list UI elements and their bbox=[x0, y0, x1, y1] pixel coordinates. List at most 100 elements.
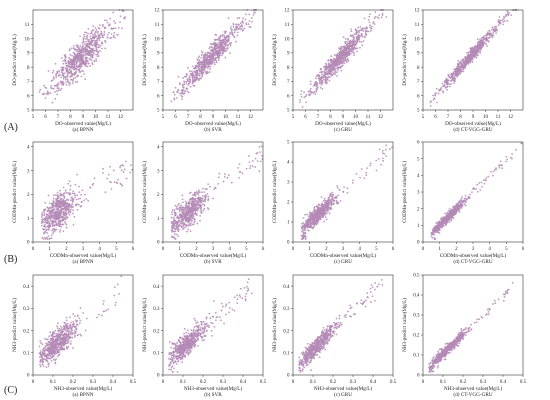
scatter-point bbox=[501, 19, 503, 22]
scatter-point bbox=[49, 207, 51, 209]
scatter-point bbox=[369, 13, 371, 15]
y-tick-label: 2 bbox=[287, 201, 290, 206]
scatter-point bbox=[198, 201, 201, 204]
scatter-point bbox=[492, 34, 495, 37]
scatter-point bbox=[217, 39, 220, 41]
scatter-point bbox=[113, 181, 116, 183]
scatter-point bbox=[315, 75, 318, 77]
scatter-point bbox=[315, 90, 318, 93]
scatter-point bbox=[309, 83, 312, 86]
scatter-point bbox=[197, 189, 200, 192]
scatter-point bbox=[207, 65, 210, 68]
y-axis-label: DO-predict value(Mg/L) bbox=[141, 34, 148, 86]
scatter-point bbox=[195, 190, 198, 193]
scatter-point bbox=[188, 201, 191, 204]
scatter-point bbox=[235, 25, 237, 28]
y-tick-label: 5 bbox=[157, 109, 160, 114]
scatter-point bbox=[79, 55, 82, 58]
scatter-point bbox=[108, 24, 111, 27]
scatter-point bbox=[333, 69, 336, 72]
scatter-point bbox=[182, 77, 185, 79]
scatter-point bbox=[74, 196, 76, 199]
scatter-point bbox=[201, 75, 204, 78]
scatter-point bbox=[211, 46, 214, 49]
scatter-point bbox=[44, 238, 47, 240]
scatter-point bbox=[210, 55, 213, 58]
scatter-point bbox=[66, 73, 69, 75]
scatter-point bbox=[56, 203, 59, 206]
scatter-point bbox=[223, 49, 226, 52]
scatter-point bbox=[450, 80, 452, 82]
y-tick-label: 0 bbox=[287, 241, 290, 246]
scatter-point bbox=[97, 51, 100, 54]
scatter-point bbox=[318, 81, 321, 83]
scatter-point bbox=[91, 63, 94, 66]
scatter-point bbox=[51, 101, 54, 104]
scatter-point bbox=[216, 46, 219, 49]
scatter-point bbox=[43, 221, 46, 224]
scatter-point bbox=[318, 211, 320, 214]
scatter-point bbox=[322, 66, 325, 69]
scatter-point bbox=[97, 34, 100, 37]
scatter-point bbox=[85, 37, 87, 40]
scatter-point bbox=[193, 221, 196, 224]
scatter-point bbox=[191, 76, 194, 79]
scatter-point bbox=[306, 220, 309, 223]
scatter-point bbox=[491, 26, 494, 29]
scatter-point bbox=[333, 65, 336, 68]
scatter-point bbox=[55, 201, 58, 204]
scatter-point bbox=[84, 53, 87, 56]
scatter-point bbox=[450, 73, 452, 76]
scatter-point bbox=[51, 202, 54, 205]
scatter-point bbox=[181, 225, 184, 228]
scatter-point bbox=[230, 41, 233, 44]
scatter-point bbox=[193, 84, 196, 87]
scatter-point bbox=[76, 66, 79, 69]
scatter-point bbox=[62, 74, 65, 77]
y-tick-label: 3 bbox=[287, 181, 290, 186]
x-tick-label: 6 bbox=[262, 247, 265, 252]
scatter-point bbox=[311, 212, 314, 215]
scatter-point bbox=[334, 63, 336, 66]
scatter-point bbox=[473, 56, 476, 58]
scatter-point bbox=[67, 59, 70, 62]
scatter-point bbox=[51, 206, 54, 209]
scatter-point bbox=[76, 209, 79, 211]
scatter-point bbox=[238, 163, 241, 166]
scatter-point bbox=[248, 13, 251, 16]
scatter-point bbox=[84, 50, 87, 53]
scatter-point bbox=[200, 212, 203, 214]
x-axis-label: DO-observed value(Mg/L) bbox=[55, 120, 111, 127]
scatter-point bbox=[334, 61, 336, 64]
x-tick-label: 2 bbox=[65, 247, 68, 252]
scatter-point bbox=[69, 82, 72, 85]
scatter-point bbox=[345, 59, 348, 62]
scatter-point bbox=[48, 223, 51, 226]
scatter-point bbox=[56, 195, 59, 198]
x-tick-label: 12 bbox=[118, 115, 124, 120]
scatter-point bbox=[57, 89, 60, 92]
scatter-point bbox=[235, 27, 238, 30]
scatter-point bbox=[72, 62, 75, 65]
scatter-point bbox=[184, 219, 187, 222]
scatter-point bbox=[462, 70, 465, 73]
scatter-point bbox=[84, 54, 87, 57]
scatter-point bbox=[59, 80, 62, 83]
scatter-point bbox=[79, 35, 81, 38]
y-tick-label: 11 bbox=[25, 23, 30, 28]
scatter-point bbox=[84, 45, 87, 47]
scatter-point bbox=[55, 72, 58, 75]
scatter-point bbox=[123, 168, 126, 171]
scatter-point bbox=[67, 212, 69, 215]
x-tick-label: 0 bbox=[32, 247, 35, 252]
x-tick-label: 12 bbox=[248, 115, 254, 120]
scatter-point bbox=[242, 21, 245, 24]
scatter-point bbox=[480, 47, 483, 50]
scatter-point bbox=[124, 16, 127, 18]
scatter-point bbox=[201, 63, 204, 66]
y-tick-label: 11 bbox=[285, 23, 290, 28]
scatter-point bbox=[304, 235, 307, 238]
scatter-point bbox=[312, 227, 314, 230]
scatter-point bbox=[317, 74, 320, 76]
